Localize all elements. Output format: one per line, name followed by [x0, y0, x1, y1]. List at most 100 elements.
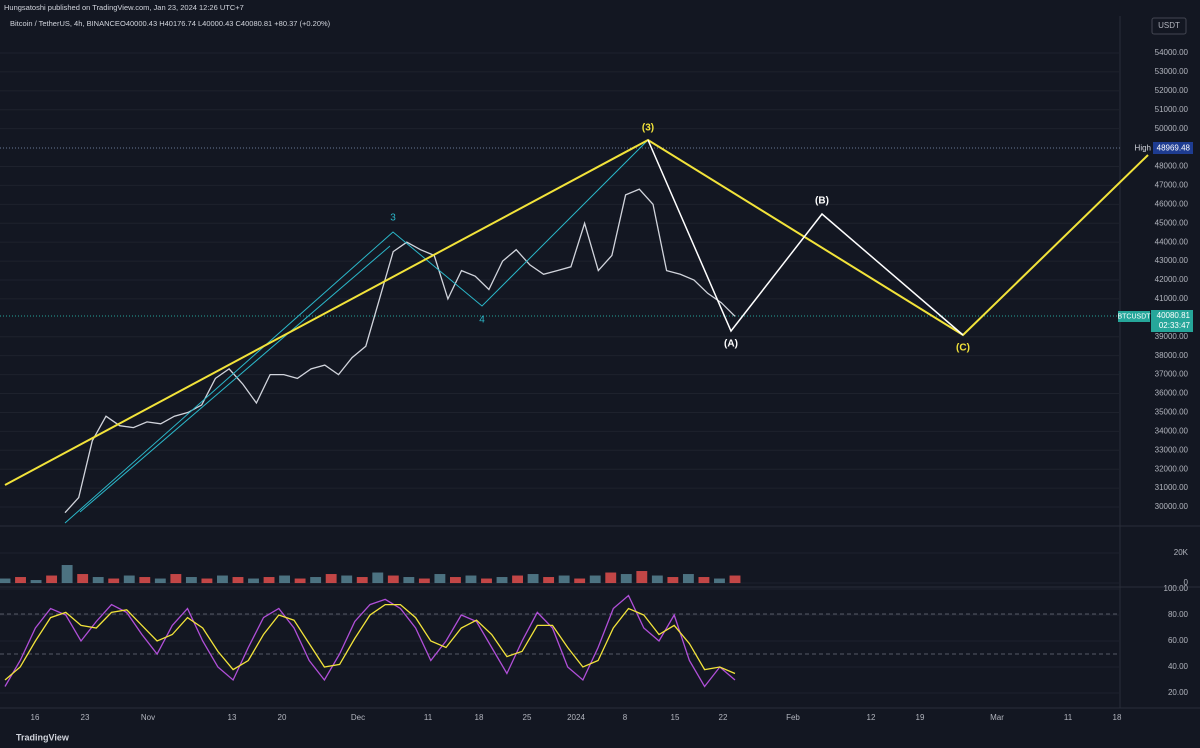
- y-tick-label: 46000.00: [1155, 199, 1189, 208]
- volume-bar: [139, 577, 151, 584]
- x-tick-label: 11: [424, 713, 433, 722]
- ticker-tag: [1118, 311, 1150, 322]
- volume-bar: [217, 575, 228, 584]
- currency-box[interactable]: [1151, 17, 1187, 35]
- y-tick-label: 37000.00: [1155, 370, 1189, 379]
- publisher: Hungsatoshi published on TradingView.com…: [4, 3, 244, 12]
- x-tick-label: Feb: [786, 713, 800, 722]
- y-tick-label: 80.00: [1168, 610, 1189, 619]
- y-tick-label: 100.00: [1164, 584, 1189, 593]
- volume-bar: [698, 577, 710, 584]
- volume-bar: [667, 577, 679, 584]
- x-tick-label: 12: [867, 713, 876, 722]
- volume-bar: [310, 577, 322, 584]
- volume-bar: [714, 578, 725, 584]
- volume-bar: [0, 578, 11, 584]
- volume-bar: [574, 578, 586, 584]
- series-line: [64, 188, 736, 514]
- y-tick-label: 48000.00: [1155, 162, 1189, 171]
- volume-bar: [61, 565, 73, 584]
- y-tick-label: 50000.00: [1155, 124, 1189, 133]
- y-tick-label: 60.00: [1168, 636, 1189, 645]
- volume-bar: [356, 577, 368, 584]
- volume-bar: [434, 574, 446, 584]
- volume-bar: [651, 575, 663, 584]
- wave-label: 3: [390, 213, 396, 224]
- volume-bar: [729, 575, 741, 584]
- x-tick-label: 8: [623, 713, 628, 722]
- volume-bar: [263, 577, 275, 584]
- volume-bar: [248, 578, 259, 584]
- volume-bar: [325, 574, 337, 584]
- volume-bar: [512, 575, 523, 584]
- x-tick-label: 11: [1064, 713, 1073, 722]
- high-label: High: [1135, 144, 1151, 153]
- ticker: BTCUSDT: [1117, 313, 1151, 320]
- x-tick-label: 13: [228, 713, 237, 722]
- y-tick-label: 47000.00: [1155, 181, 1189, 190]
- y-tick-label: 33000.00: [1155, 445, 1189, 454]
- wave-label: (C): [956, 343, 970, 354]
- x-tick-label: 18: [1113, 713, 1122, 722]
- volume-bar: [527, 574, 539, 584]
- y-tick-label: 34000.00: [1155, 426, 1189, 435]
- volume-bar: [481, 578, 492, 584]
- y-tick-label: 40.00: [1168, 662, 1189, 671]
- last-price: 40080.81: [1157, 311, 1191, 320]
- y-tick-label: 38000.00: [1155, 351, 1189, 360]
- volume-bar: [372, 572, 384, 584]
- x-tick-label: 18: [475, 713, 484, 722]
- volume-bar: [418, 578, 430, 584]
- yellow-wave: [4, 138, 1149, 486]
- wave-label: 4: [479, 315, 485, 326]
- volume-bar: [605, 572, 617, 584]
- volume-bar: [77, 574, 89, 584]
- price-badge: [1151, 310, 1193, 332]
- x-tick-label: 22: [719, 713, 728, 722]
- series-line: [4, 603, 736, 681]
- y-tick-label: 44000.00: [1155, 237, 1189, 246]
- currency[interactable]: USDT: [1158, 21, 1180, 30]
- y-tick-label: 20K: [1174, 548, 1189, 557]
- x-tick-label: 16: [31, 713, 40, 722]
- wave-label: (3): [642, 123, 654, 134]
- y-tick-label: 42000.00: [1155, 275, 1189, 284]
- volume-bar: [558, 575, 570, 584]
- y-tick-label: 31000.00: [1155, 483, 1189, 492]
- volume-bar: [294, 578, 306, 584]
- y-tick-label: 41000.00: [1155, 294, 1189, 303]
- y-tick-label: 39000.00: [1155, 332, 1189, 341]
- y-tick-label: 54000.00: [1155, 48, 1189, 57]
- volume-bar: [15, 577, 26, 584]
- x-tick-label: 15: [671, 713, 680, 722]
- y-tick-label: 35000.00: [1155, 408, 1189, 417]
- y-tick-label: 20.00: [1168, 688, 1189, 697]
- x-tick-label: 23: [81, 713, 90, 722]
- y-tick-label: 0: [1184, 578, 1189, 587]
- volume-bar: [185, 577, 197, 584]
- y-tick-label: 52000.00: [1155, 86, 1189, 95]
- y-tick-label: 32000.00: [1155, 464, 1189, 473]
- volume-bar: [403, 577, 415, 584]
- volume-bar: [279, 575, 291, 584]
- symbol: Bitcoin / TetherUS, 4h, BINANCE: [10, 19, 120, 28]
- volume-bar: [496, 577, 508, 584]
- high-tag: [1134, 143, 1152, 154]
- marks: [0, 52, 1120, 694]
- wave-label: (A): [724, 339, 738, 350]
- volume-bar: [108, 578, 120, 584]
- wave-label: (B): [815, 196, 829, 207]
- volume-bar: [170, 574, 182, 584]
- volume-bar: [123, 575, 135, 584]
- volume-bar: [543, 577, 555, 584]
- wave-channel: [79, 245, 391, 513]
- volume-bar: [465, 575, 477, 584]
- volume-bar: [154, 578, 166, 584]
- volume-bar: [620, 574, 632, 584]
- volume-bar: [387, 575, 399, 584]
- volume-bar: [46, 575, 58, 584]
- y-tick-label: 45000.00: [1155, 218, 1189, 227]
- series-line: [4, 594, 736, 688]
